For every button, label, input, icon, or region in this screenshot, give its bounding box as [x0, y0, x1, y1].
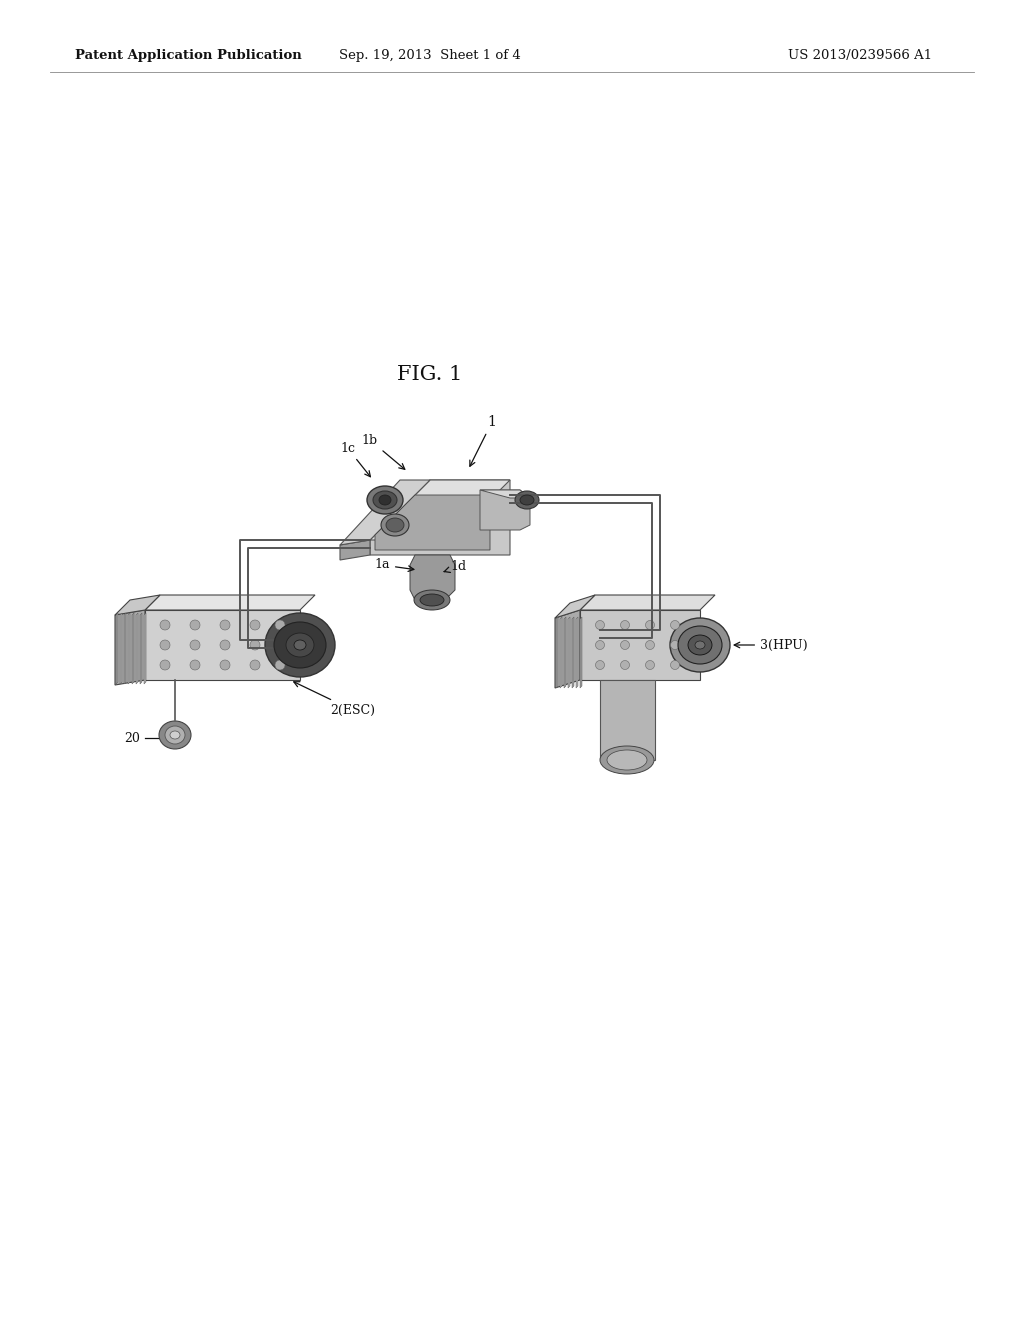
Text: FIG. 1: FIG. 1 [397, 366, 463, 384]
Text: 1c: 1c [340, 441, 371, 477]
Text: US 2013/0239566 A1: US 2013/0239566 A1 [787, 49, 932, 62]
Circle shape [671, 620, 680, 630]
Circle shape [621, 640, 630, 649]
Ellipse shape [367, 486, 403, 513]
Text: 1b: 1b [361, 433, 404, 470]
Polygon shape [124, 612, 126, 684]
Circle shape [275, 660, 285, 671]
Polygon shape [115, 595, 160, 615]
Ellipse shape [170, 731, 180, 739]
Circle shape [250, 660, 260, 671]
Circle shape [621, 660, 630, 669]
Polygon shape [340, 480, 430, 545]
Polygon shape [128, 612, 130, 684]
Text: 1a: 1a [375, 558, 414, 572]
Circle shape [160, 620, 170, 630]
Text: Patent Application Publication: Patent Application Publication [75, 49, 302, 62]
Ellipse shape [265, 612, 335, 677]
Text: 3(HPU): 3(HPU) [734, 639, 808, 652]
Ellipse shape [515, 491, 539, 510]
Ellipse shape [678, 626, 722, 664]
Polygon shape [340, 540, 370, 560]
Polygon shape [560, 616, 562, 688]
Polygon shape [410, 554, 455, 601]
Text: 1d: 1d [444, 561, 466, 573]
Ellipse shape [688, 635, 712, 655]
Polygon shape [115, 610, 145, 685]
Polygon shape [370, 480, 510, 554]
Circle shape [671, 640, 680, 649]
Polygon shape [136, 612, 138, 684]
Ellipse shape [670, 618, 730, 672]
Polygon shape [375, 495, 490, 550]
Ellipse shape [600, 746, 654, 774]
Polygon shape [580, 616, 582, 688]
Circle shape [621, 620, 630, 630]
Polygon shape [370, 480, 510, 540]
Polygon shape [575, 616, 578, 688]
Ellipse shape [286, 634, 314, 657]
Circle shape [190, 640, 200, 649]
Circle shape [275, 620, 285, 630]
Polygon shape [555, 610, 580, 688]
Ellipse shape [159, 721, 191, 748]
Text: 20: 20 [124, 731, 140, 744]
Ellipse shape [607, 750, 647, 770]
Polygon shape [556, 616, 558, 688]
Circle shape [671, 660, 680, 669]
Circle shape [645, 640, 654, 649]
Ellipse shape [695, 642, 705, 649]
Polygon shape [120, 612, 122, 684]
Circle shape [220, 620, 230, 630]
Polygon shape [145, 595, 315, 610]
Polygon shape [140, 612, 142, 684]
Text: 1: 1 [470, 414, 497, 466]
Ellipse shape [274, 622, 326, 668]
Polygon shape [600, 680, 655, 760]
Polygon shape [132, 612, 134, 684]
Circle shape [160, 640, 170, 649]
Text: Sep. 19, 2013  Sheet 1 of 4: Sep. 19, 2013 Sheet 1 of 4 [339, 49, 521, 62]
Circle shape [596, 660, 604, 669]
Circle shape [220, 640, 230, 649]
Polygon shape [480, 490, 530, 531]
Polygon shape [568, 616, 570, 688]
Ellipse shape [386, 517, 404, 532]
Circle shape [250, 640, 260, 649]
Polygon shape [555, 595, 595, 618]
Ellipse shape [373, 491, 397, 510]
Polygon shape [480, 490, 530, 498]
Circle shape [190, 660, 200, 671]
Ellipse shape [379, 495, 391, 506]
Ellipse shape [420, 594, 444, 606]
Circle shape [275, 640, 285, 649]
Circle shape [190, 620, 200, 630]
Circle shape [596, 620, 604, 630]
Circle shape [250, 620, 260, 630]
Ellipse shape [414, 590, 450, 610]
Ellipse shape [165, 726, 185, 744]
Text: 2(ESC): 2(ESC) [294, 681, 375, 717]
Circle shape [645, 660, 654, 669]
Polygon shape [580, 595, 715, 610]
Circle shape [220, 660, 230, 671]
Polygon shape [144, 612, 146, 684]
Ellipse shape [294, 640, 306, 649]
Polygon shape [116, 612, 118, 684]
Circle shape [160, 660, 170, 671]
Polygon shape [580, 610, 700, 680]
Polygon shape [572, 616, 574, 688]
Circle shape [645, 620, 654, 630]
Polygon shape [564, 616, 566, 688]
Ellipse shape [381, 513, 409, 536]
Circle shape [596, 640, 604, 649]
Ellipse shape [520, 495, 534, 506]
Polygon shape [145, 610, 300, 680]
